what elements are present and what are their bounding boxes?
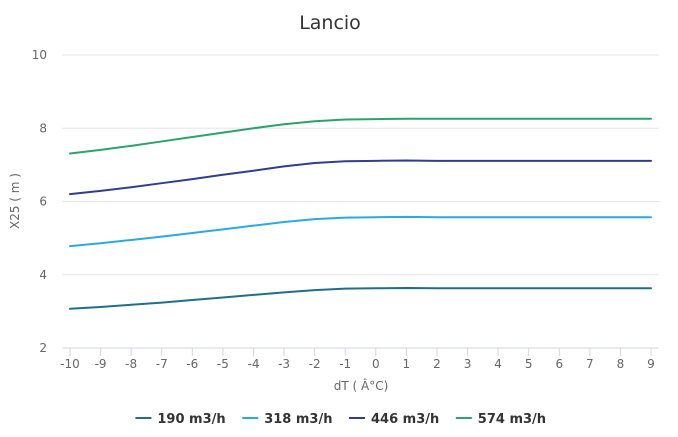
- legend-item-2[interactable]: 318 m3/h: [242, 412, 332, 427]
- x-tick-label: -5: [217, 357, 229, 371]
- x-tick-label: 8: [617, 357, 625, 371]
- legend-item-4[interactable]: 574 m3/h: [456, 412, 546, 427]
- legend-label: 318 m3/h: [264, 412, 332, 427]
- y-tick-label: 10: [32, 48, 47, 62]
- y-tick-label: 4: [39, 268, 47, 282]
- x-tick-label: 5: [525, 357, 533, 371]
- x-tick-label: 3: [464, 357, 472, 371]
- series-line-3: [70, 160, 651, 194]
- series-line-4: [70, 119, 651, 154]
- x-tick-label: 7: [586, 357, 594, 371]
- legend-label: 446 m3/h: [371, 412, 439, 427]
- x-tick-label: 2: [433, 357, 441, 371]
- x-tick-label: 0: [372, 357, 380, 371]
- x-tick-label: -2: [309, 357, 321, 371]
- grid: [62, 55, 659, 275]
- y-tick-label: 8: [39, 121, 47, 135]
- x-tick-label: 6: [555, 357, 563, 371]
- y-axis-label: X25 ( m ): [8, 173, 22, 229]
- legend: 190 m3/h 318 m3/h 446 m3/h 574 m3/h: [135, 412, 546, 427]
- legend-item-1[interactable]: 190 m3/h: [135, 412, 225, 427]
- x-tick-label: -4: [247, 357, 259, 371]
- x-axis-label: dT ( Â°C): [334, 378, 389, 393]
- x-tick-label: -7: [156, 357, 168, 371]
- x-tick-label: 1: [403, 357, 411, 371]
- series-line-2: [70, 217, 651, 246]
- x-tick-label: -3: [278, 357, 290, 371]
- x-tick-label: -10: [60, 357, 80, 371]
- legend-label: 190 m3/h: [157, 412, 225, 427]
- x-tick-label: -8: [125, 357, 137, 371]
- y-tick-label: 6: [39, 195, 47, 209]
- x-tick-label: -6: [186, 357, 198, 371]
- x-tick-label: 4: [494, 357, 502, 371]
- legend-item-3[interactable]: 446 m3/h: [349, 412, 439, 427]
- x-tick-label: 9: [647, 357, 655, 371]
- x-tick-label: -1: [339, 357, 351, 371]
- x-tick-label: -9: [95, 357, 107, 371]
- series-line-1: [70, 288, 651, 309]
- series-lines: [70, 119, 651, 309]
- y-tick-label: 2: [39, 341, 47, 355]
- legend-label: 574 m3/h: [478, 412, 546, 427]
- chart-title: Lancio: [299, 12, 361, 34]
